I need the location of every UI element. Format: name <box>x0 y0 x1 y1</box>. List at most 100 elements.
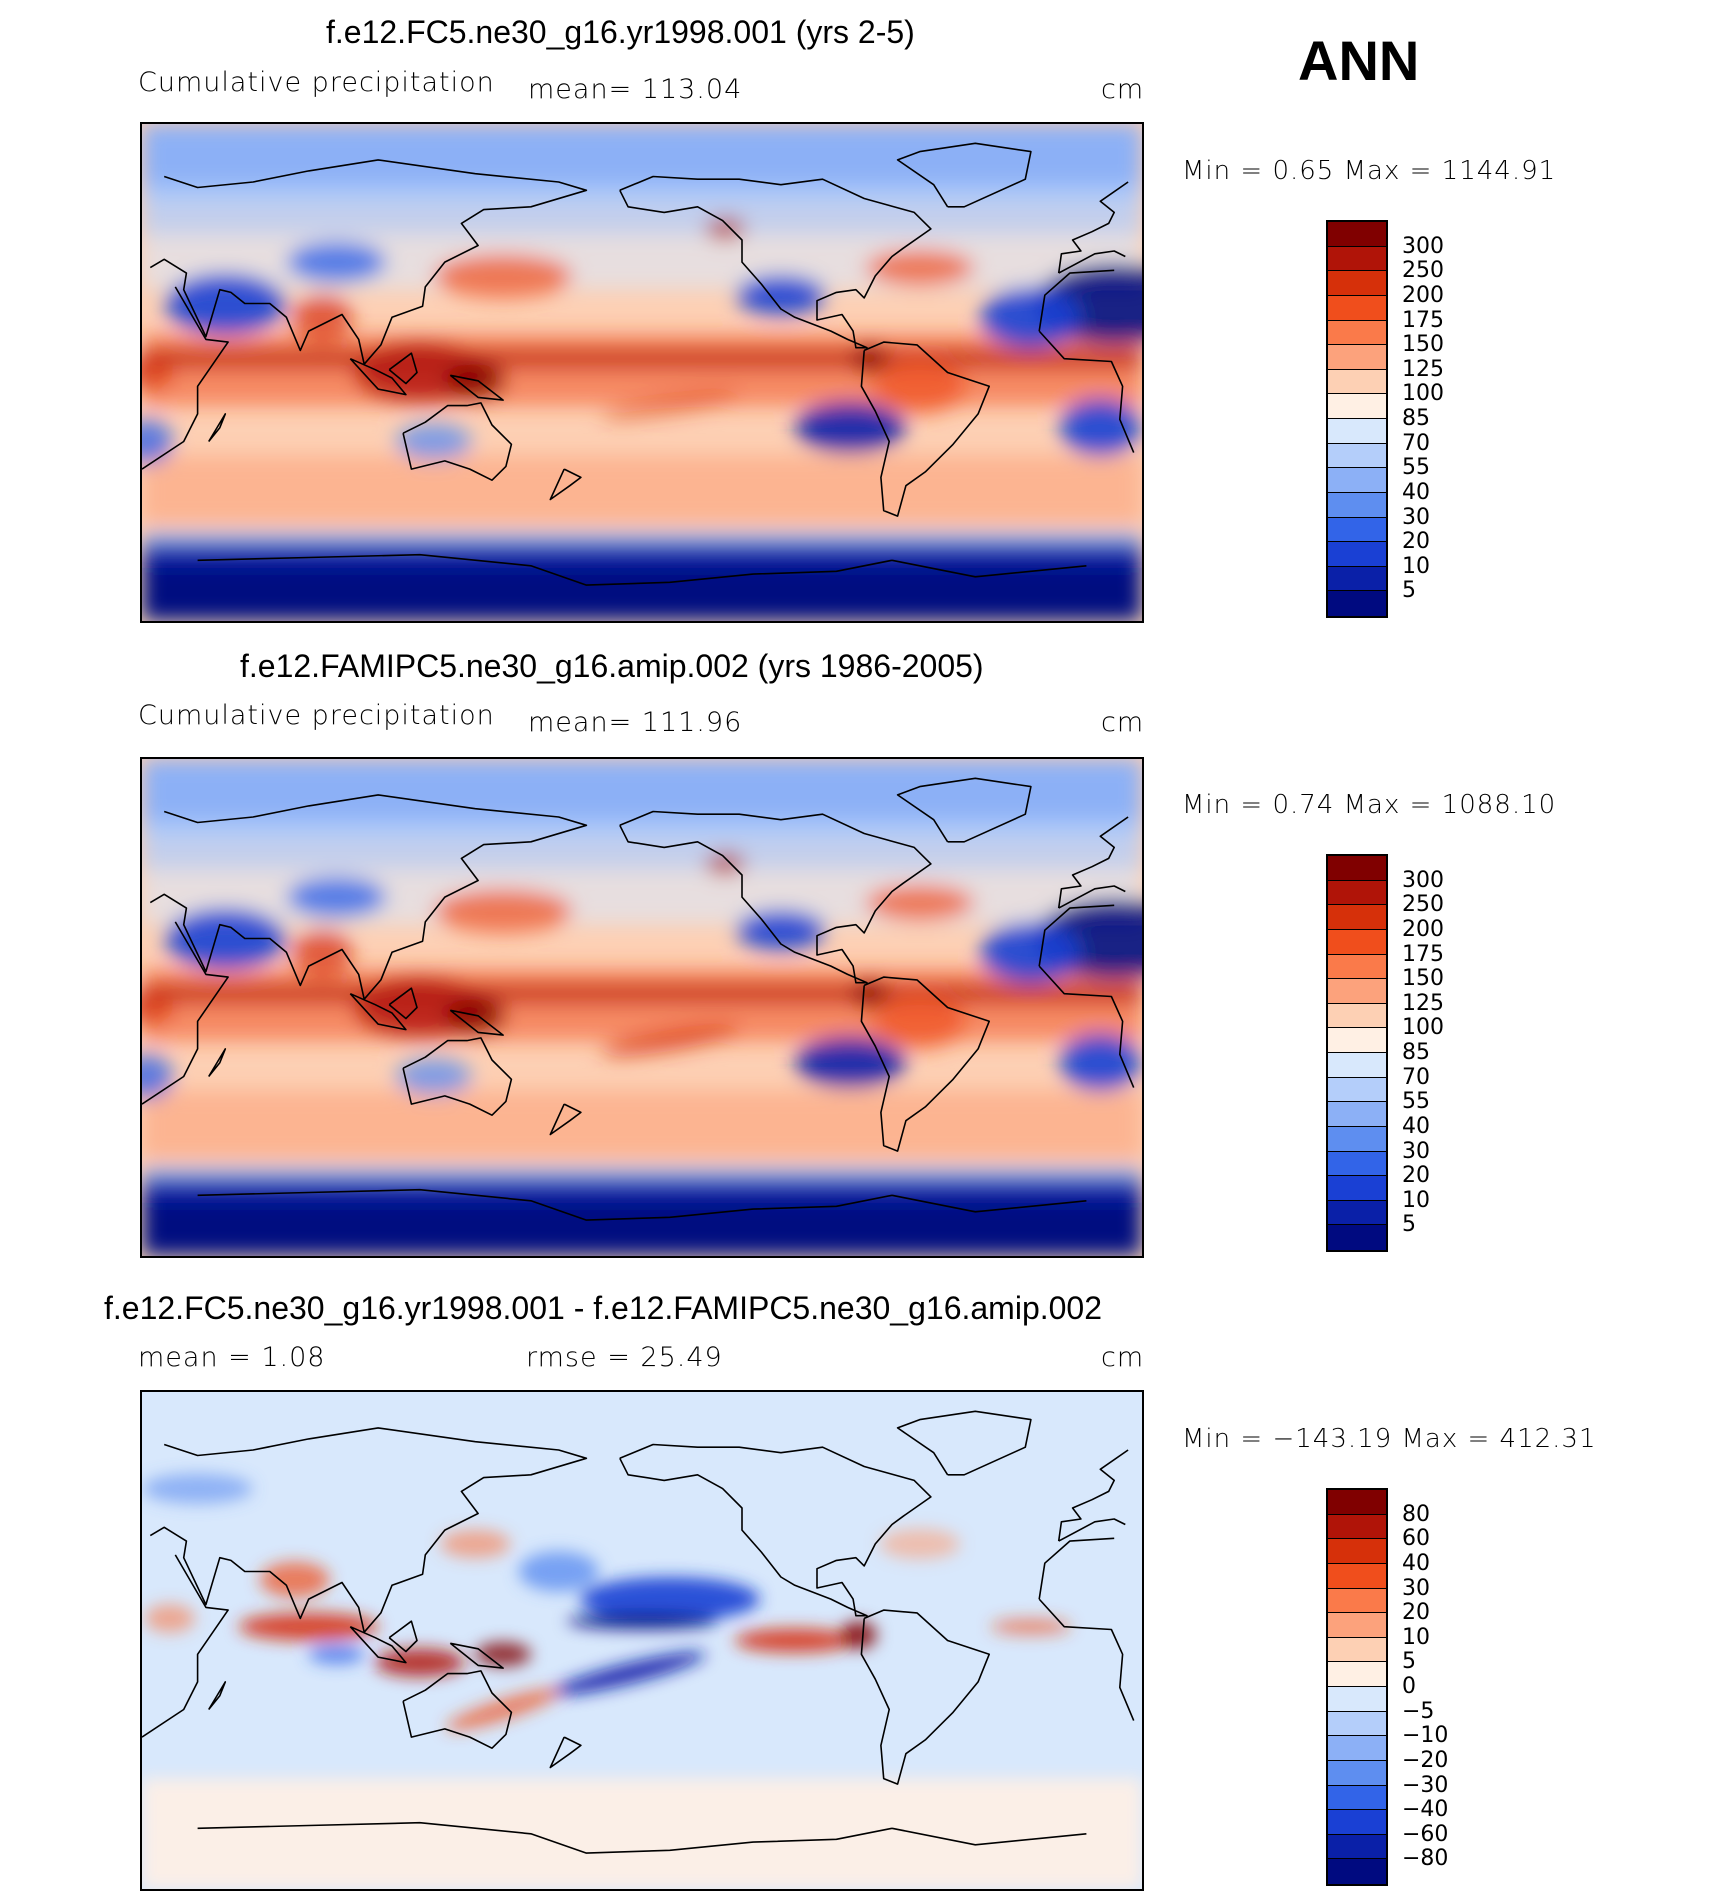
colorbar-swatch <box>1328 929 1386 955</box>
colorbar-swatch <box>1328 1760 1386 1786</box>
colorbar-swatch <box>1328 443 1386 469</box>
colorbar-swatch <box>1328 1662 1386 1687</box>
precipitation-map <box>140 757 1144 1258</box>
panel-units-label: cm <box>1101 74 1145 105</box>
panel-mean-label: mean= 113.04 <box>528 74 743 105</box>
colorbar-tick-label: 30 <box>1402 504 1430 530</box>
colorbar-swatch <box>1328 1102 1386 1127</box>
colorbar-swatch <box>1328 1225 1386 1250</box>
colorbar-tick-label: −40 <box>1402 1797 1449 1823</box>
panel-units-label: cm <box>1101 707 1145 738</box>
colorbar-swatch <box>1328 1613 1386 1638</box>
colorbar-tick-label: 5 <box>1402 1649 1416 1675</box>
panel-mean-label: mean= 111.96 <box>528 707 743 738</box>
colorbar-swatch <box>1328 1687 1386 1712</box>
colorbar-swatch <box>1328 1736 1386 1761</box>
colorbar-tick-label: 40 <box>1402 1113 1430 1139</box>
panel-model-run: f.e12.FC5.ne30_g16.yr1998.001 (yrs 2-5) … <box>0 0 1710 640</box>
map-field <box>142 759 1142 1256</box>
colorbar-swatch <box>1328 1077 1386 1103</box>
colorbar-tick-label: 85 <box>1402 406 1430 431</box>
colorbar-swatch <box>1328 369 1386 395</box>
colorbar-swatch <box>1328 1003 1386 1029</box>
colorbar-tick-label: 55 <box>1402 1089 1430 1115</box>
colorbar-swatch <box>1328 1834 1386 1860</box>
colorbar-swatch <box>1328 954 1386 980</box>
colorbar-tick-label: 40 <box>1402 1550 1430 1576</box>
colorbar-tick-label: −5 <box>1402 1698 1435 1724</box>
colorbar-tick-label: 10 <box>1402 1187 1430 1213</box>
difference-map <box>140 1390 1144 1891</box>
colorbar-swatch <box>1328 1126 1386 1152</box>
colorbar-tick-label: 85 <box>1402 1040 1430 1065</box>
colorbar-swatch <box>1328 394 1386 419</box>
colorbar-swatch <box>1328 1785 1386 1811</box>
colorbar-tick-label: 300 <box>1402 233 1444 259</box>
colorbar-swatch <box>1328 1200 1386 1226</box>
colorbar-tick-label: 5 <box>1402 578 1416 604</box>
colorbar-tick-label: 250 <box>1402 258 1444 284</box>
colorbar-tick-label: 250 <box>1402 892 1444 918</box>
colorbar <box>1326 220 1388 618</box>
season-label: ANN <box>1298 29 1420 92</box>
colorbar-swatch <box>1328 271 1386 296</box>
colorbar-swatch <box>1328 1151 1386 1177</box>
colorbar-tick-label: −80 <box>1402 1846 1449 1872</box>
panel-title: f.e12.FC5.ne30_g16.yr1998.001 - f.e12.FA… <box>104 1290 1103 1326</box>
colorbar-swatch <box>1328 1053 1386 1078</box>
colorbar-swatch <box>1328 246 1386 272</box>
colorbar-tick-label: 300 <box>1402 867 1444 893</box>
min-max-label: Min = 0.65 Max = 1144.91 <box>1182 156 1557 186</box>
min-max-label: Min = 0.74 Max = 1088.10 <box>1182 790 1557 820</box>
colorbar-tick-label: 30 <box>1402 1138 1430 1164</box>
colorbar-tick-label: 175 <box>1402 307 1444 333</box>
colorbar-swatch <box>1328 1637 1386 1663</box>
colorbar-swatch <box>1328 1028 1386 1053</box>
colorbar-tick-label: 20 <box>1402 529 1430 555</box>
colorbar-tick-label: −60 <box>1402 1821 1449 1847</box>
colorbar-tick-label: 60 <box>1402 1526 1430 1552</box>
panel-left-label: Cumulative precipitation <box>138 700 495 731</box>
colorbar-swatch <box>1328 905 1386 930</box>
colorbar-swatch <box>1328 1810 1386 1835</box>
colorbar-tick-label: 5 <box>1402 1212 1416 1238</box>
panel-title: f.e12.FAMIPC5.ne30_g16.amip.002 (yrs 198… <box>240 648 984 684</box>
colorbar-tick-label: 30 <box>1402 1575 1430 1601</box>
colorbar-swatch <box>1328 468 1386 493</box>
colorbar-swatch <box>1328 222 1386 247</box>
colorbar-tick-label: 150 <box>1402 966 1444 992</box>
colorbar-tick-label: 20 <box>1402 1600 1430 1626</box>
colorbar-tick-label: −20 <box>1402 1747 1449 1773</box>
precipitation-map <box>140 122 1144 623</box>
colorbar-swatch <box>1328 1588 1386 1614</box>
colorbar-swatch <box>1328 517 1386 543</box>
colorbar-swatch <box>1328 880 1386 906</box>
colorbar-swatch <box>1328 1176 1386 1201</box>
panel-title: f.e12.FC5.ne30_g16.yr1998.001 (yrs 2-5) <box>326 14 915 50</box>
colorbar-swatch <box>1328 345 1386 370</box>
colorbar-tick-label: 100 <box>1402 381 1444 407</box>
colorbar-tick-label: 70 <box>1402 1064 1430 1090</box>
colorbar-tick-label: 125 <box>1402 356 1444 382</box>
colorbar-tick-label: 175 <box>1402 941 1444 967</box>
colorbar-tick-label: 70 <box>1402 430 1430 456</box>
colorbar-tick-label: 20 <box>1402 1163 1430 1189</box>
colorbar-tick-label: 150 <box>1402 332 1444 358</box>
colorbar-swatch <box>1328 1490 1386 1515</box>
colorbar-tick-label: 125 <box>1402 990 1444 1016</box>
colorbar-swatch <box>1328 492 1386 518</box>
colorbar-swatch <box>1328 295 1386 321</box>
panel-left-label: Cumulative precipitation <box>138 67 495 98</box>
colorbar-swatch <box>1328 419 1386 444</box>
panel-mean-label: mean = 1.08 <box>138 1342 326 1373</box>
colorbar-swatch <box>1328 1859 1386 1884</box>
colorbar-tick-label: −10 <box>1402 1723 1449 1749</box>
colorbar-tick-label: 200 <box>1402 282 1444 308</box>
colorbar-tick-label: 55 <box>1402 455 1430 481</box>
colorbar-swatch <box>1328 1539 1386 1564</box>
min-max-label: Min = −143.19 Max = 412.31 <box>1182 1424 1597 1454</box>
colorbar-tick-label: 200 <box>1402 916 1444 942</box>
colorbar-swatch <box>1328 856 1386 881</box>
colorbar-swatch <box>1328 566 1386 592</box>
